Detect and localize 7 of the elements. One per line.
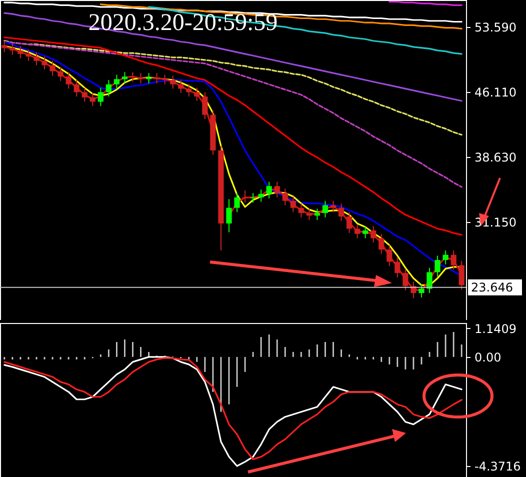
y-tick-label: 53.590 <box>474 20 516 35</box>
ref-line-label: 23.646 <box>471 280 513 294</box>
y-tick-label: 1.1409 <box>474 322 516 336</box>
y-tick-label: -4.3716 <box>474 460 521 474</box>
y-tick-label: 0.00 <box>474 350 502 364</box>
y-tick-label: 38.630 <box>474 150 516 165</box>
y-tick-label: 46.110 <box>474 86 516 100</box>
